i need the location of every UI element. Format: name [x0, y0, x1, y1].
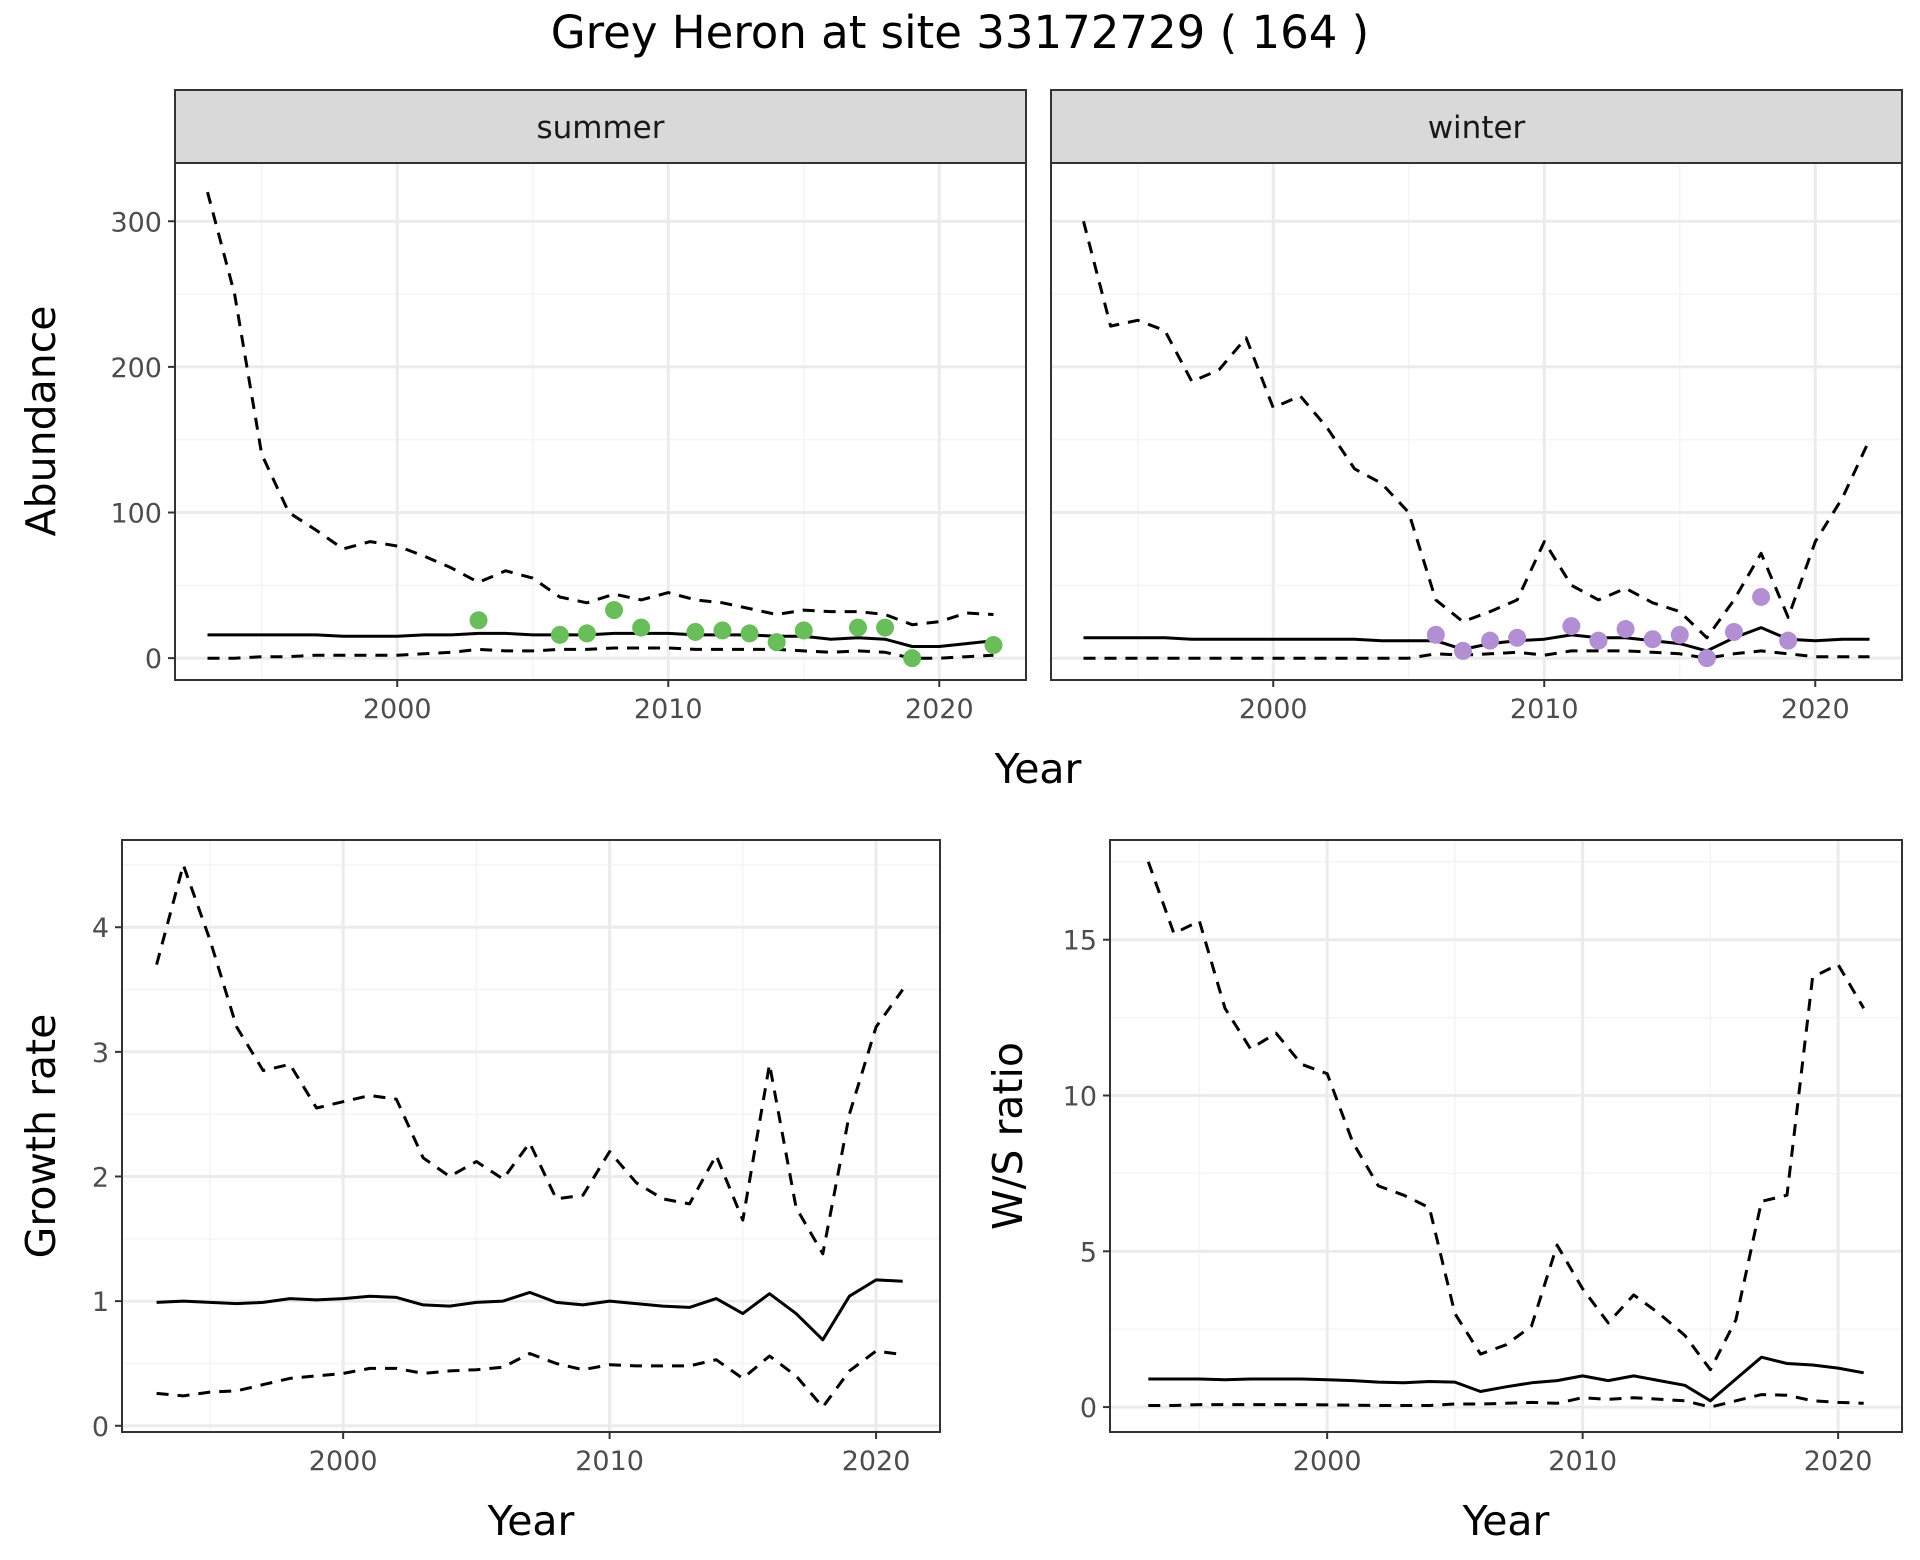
growth-x-tick-label: 2010 [575, 1446, 644, 1477]
wsratio-y-tick-label: 15 [1063, 926, 1097, 957]
abundance-winter-point [1697, 649, 1716, 668]
abundance-summer-point [876, 618, 895, 637]
wsratio-y-tick-label: 0 [1080, 1393, 1097, 1424]
abundance-summer-point [794, 621, 813, 640]
abundance-summer-x-tick-label: 2010 [634, 694, 703, 725]
abundance-summer-point [713, 621, 732, 640]
growth-y-tick-label: 1 [92, 1287, 109, 1318]
abundance-winter-point [1453, 641, 1472, 660]
growth-x-tick-label: 2000 [309, 1446, 378, 1477]
abundance-summer-line-estimate [207, 631, 994, 648]
abundance-summer-y-tick-label: 300 [110, 207, 162, 238]
growth-line-estimate [156, 1278, 903, 1342]
abundance-summer-point [632, 618, 651, 637]
growth-y-tick-label: 4 [92, 913, 109, 944]
abundance-y-axis-title: Abundance [17, 306, 65, 537]
abundance-summer-point [903, 649, 922, 668]
abundance-winter-point [1752, 587, 1771, 606]
strip-label-summer: summer [536, 110, 664, 146]
abundance-summer-x-tick-label: 2020 [905, 694, 974, 725]
abundance-summer-line-lower [207, 646, 994, 660]
abundance-summer-y-tick-label: 0 [145, 644, 162, 675]
wsratio-panel: 2000 2010 2020 0 5 10 15 [1063, 839, 1903, 1477]
abundance-winter-point [1779, 631, 1798, 650]
growth-y-tick-label: 0 [92, 1412, 109, 1443]
strip-summer [174, 89, 1027, 164]
growth-y-tick-label: 3 [92, 1038, 109, 1069]
growth-x-axis-title: Year [487, 1497, 575, 1545]
wsratio-line-estimate [1148, 1355, 1864, 1403]
wsratio-x-axis-title: Year [1462, 1497, 1550, 1545]
abundance-winter-point [1643, 630, 1662, 649]
abundance-summer-point [577, 624, 596, 643]
wsratio-y-tick-label: 10 [1063, 1081, 1097, 1112]
abundance-summer-y-tick-label: 100 [110, 499, 162, 530]
wsratio-line-upper [1146, 861, 1865, 1372]
wsratio-x-tick-label: 2020 [1804, 1446, 1873, 1477]
abundance-summer-y-tick-label: 200 [110, 353, 162, 384]
abundance-summer-point [550, 625, 569, 644]
abundance-winter-panel: 2000 2010 2020 winter [1050, 89, 1903, 725]
abundance-summer-point [767, 633, 786, 652]
growth-x-tick-label: 2020 [842, 1446, 911, 1477]
figure-title: Grey Heron at site 33172729 ( 164 ) [551, 6, 1369, 59]
wsratio-panel-border [1109, 839, 1903, 1433]
abundance-summer-point [605, 601, 624, 620]
growth-y-axis-title: Growth rate [17, 1014, 65, 1259]
abundance-winter-x-tick-label: 2020 [1781, 694, 1850, 725]
abundance-winter-line-lower [1083, 649, 1870, 660]
abundance-winter-point [1724, 622, 1743, 641]
growth-line-lower [156, 1349, 903, 1409]
abundance-winter-point [1562, 617, 1581, 636]
wsratio-y-axis-title: W/S ratio [984, 1042, 1032, 1230]
strip-winter [1050, 89, 1903, 164]
growth-panel-border [121, 839, 941, 1433]
abundance-summer-point [848, 618, 867, 637]
abundance-summer-point [984, 636, 1003, 655]
abundance-winter-point [1616, 620, 1635, 639]
abundance-winter-x-tick-label: 2010 [1510, 694, 1579, 725]
wsratio-x-tick-label: 2000 [1293, 1446, 1362, 1477]
abundance-winter-point [1508, 628, 1527, 647]
wsratio-y-tick-label: 5 [1080, 1237, 1097, 1268]
abundance-winter-point [1589, 631, 1608, 650]
abundance-summer-line-upper [206, 191, 994, 627]
wsratio-x-tick-label: 2010 [1548, 1446, 1617, 1477]
abundance-winter-x-tick-label: 2000 [1239, 694, 1308, 725]
abundance-summer-point [686, 622, 705, 641]
wsratio-line-lower [1148, 1393, 1864, 1409]
growth-panel: 2000 2010 2020 0 1 2 3 4 [92, 839, 941, 1477]
abundance-winter-line-upper [1082, 220, 1871, 640]
abundance-x-axis-title: Year [994, 745, 1082, 793]
abundance-winter-point [1481, 631, 1500, 650]
growth-line-upper [155, 863, 904, 1256]
abundance-summer-point [469, 611, 488, 630]
abundance-summer-point [740, 624, 759, 643]
abundance-winter-point [1670, 625, 1689, 644]
abundance-summer-x-tick-label: 2000 [363, 694, 432, 725]
growth-y-tick-label: 2 [92, 1163, 109, 1194]
strip-label-winter: winter [1428, 110, 1526, 146]
abundance-summer-panel: 2000 2010 2020 0 100 200 300 summer [110, 89, 1027, 725]
abundance-winter-point [1426, 625, 1445, 644]
